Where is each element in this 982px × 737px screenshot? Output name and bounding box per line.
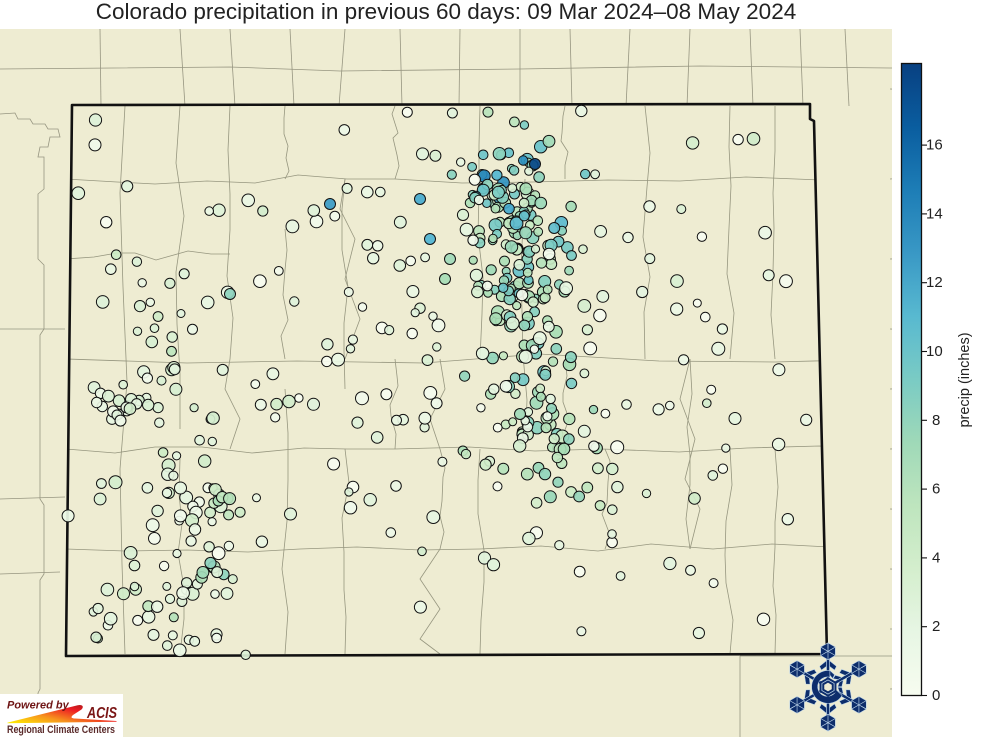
svg-text:4: 4 [932, 549, 940, 566]
svg-text:Regional Climate Centers: Regional Climate Centers [7, 724, 115, 736]
svg-text:16: 16 [926, 137, 943, 154]
svg-text:2: 2 [932, 618, 940, 635]
svg-text:14: 14 [926, 205, 943, 222]
svg-text:8: 8 [932, 412, 940, 429]
svg-text:ACIS: ACIS [86, 705, 117, 722]
svg-text:10: 10 [926, 343, 943, 360]
svg-text:0: 0 [932, 687, 940, 704]
svg-text:12: 12 [926, 274, 943, 291]
svg-text:6: 6 [932, 481, 940, 498]
svg-text:Powered by: Powered by [7, 700, 70, 712]
